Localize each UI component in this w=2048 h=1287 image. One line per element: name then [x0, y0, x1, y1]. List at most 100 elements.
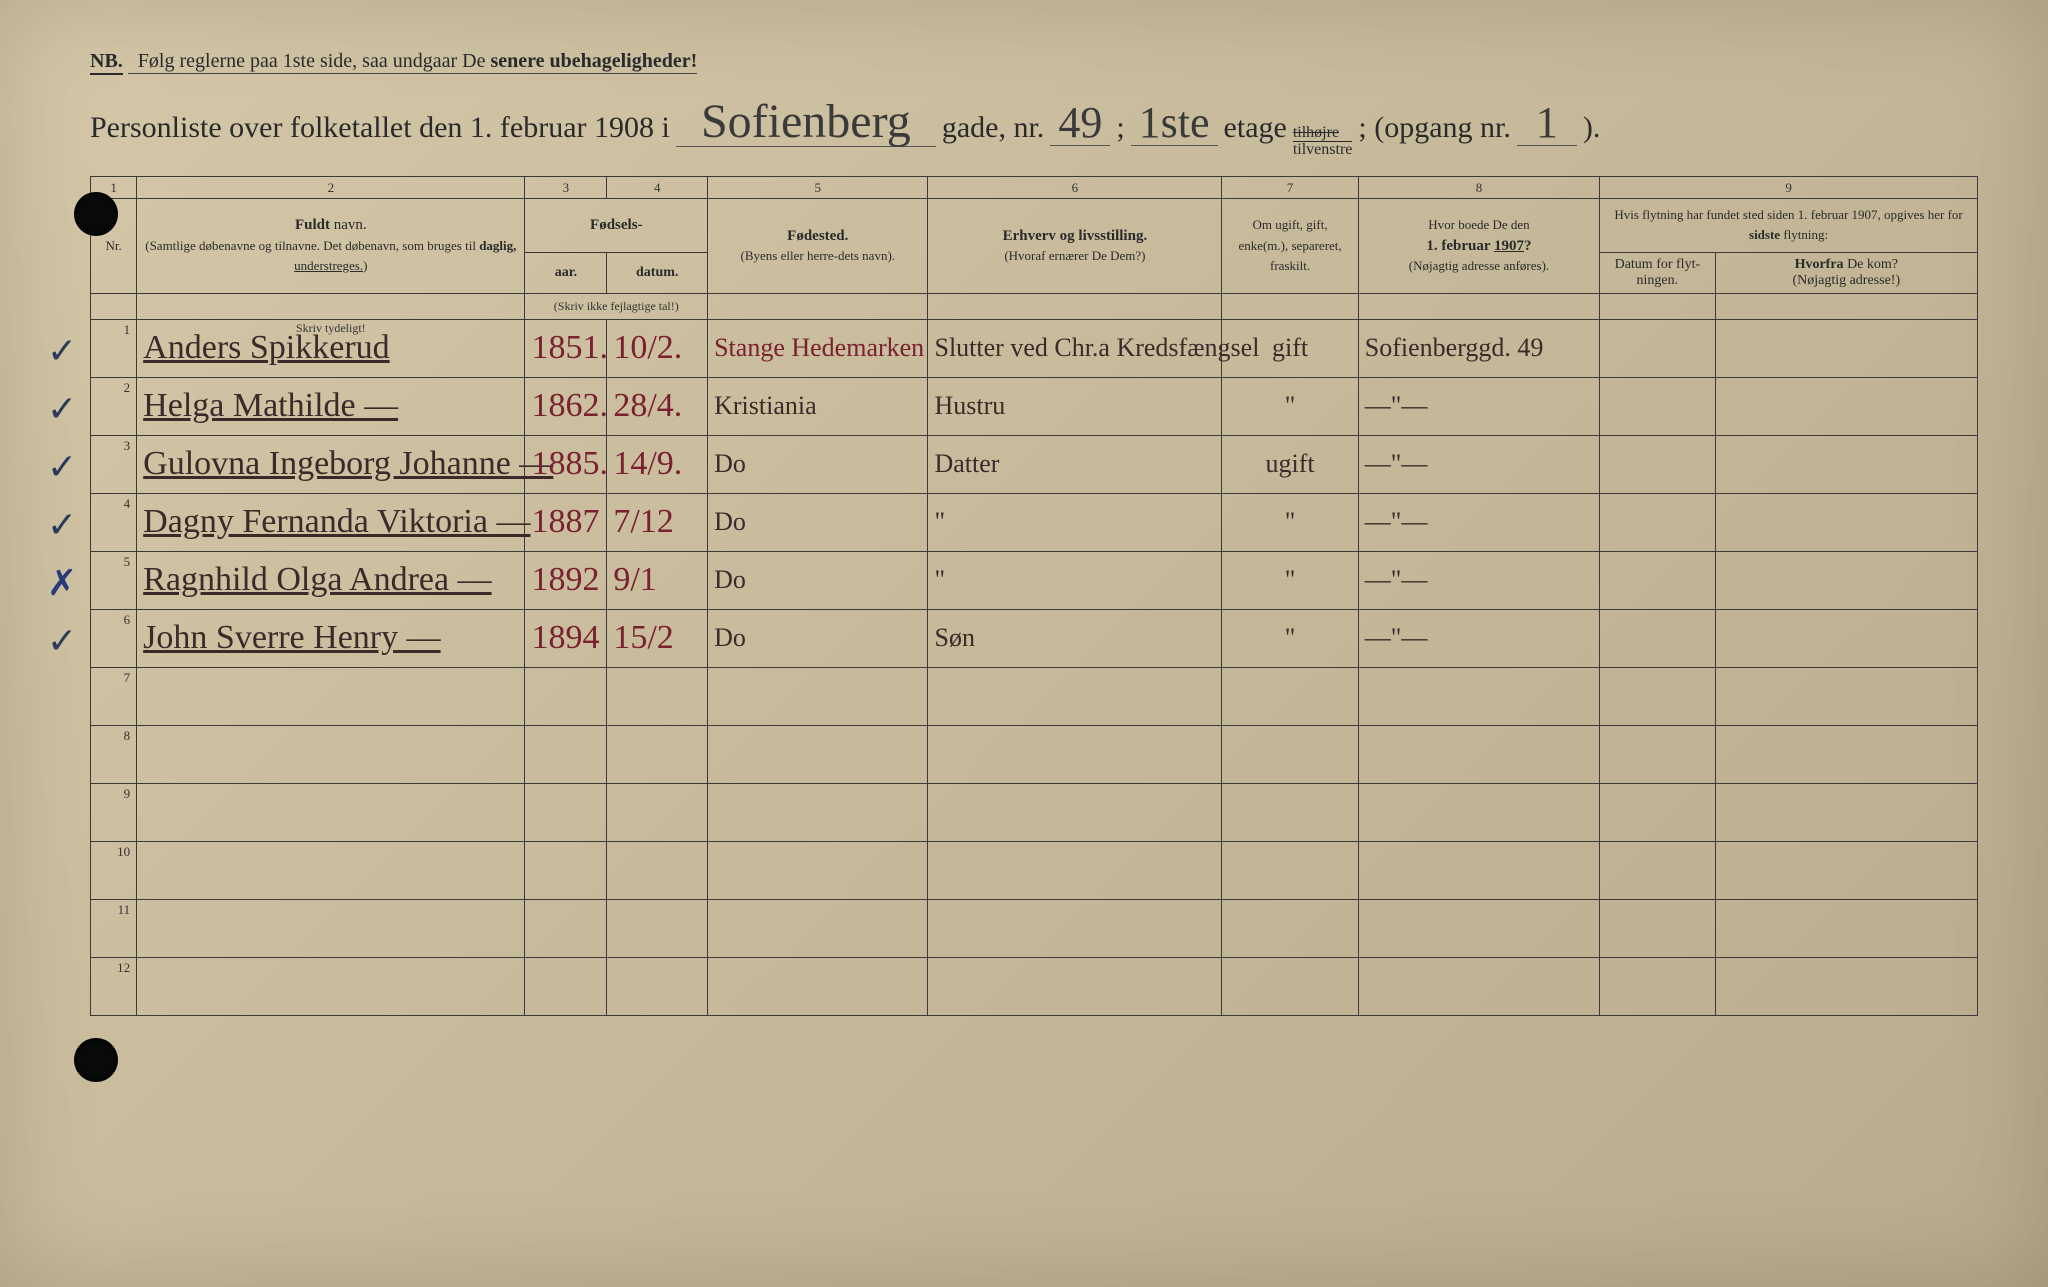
cell-addr1907	[1358, 841, 1599, 899]
cell-civil	[1222, 667, 1358, 725]
row-number: ✓6	[91, 609, 137, 667]
table-row: 9	[91, 783, 1978, 841]
cell-datum	[607, 899, 708, 957]
cell-name: Dagny Fernanda Viktoria —	[137, 493, 525, 551]
cell-civil	[1222, 957, 1358, 1015]
table-row: ✓6 John Sverre Henry — 1894 15/2 Do Søn …	[91, 609, 1978, 667]
cell-fodested: Do	[708, 435, 928, 493]
cell-fodested	[708, 667, 928, 725]
check-mark: ✓	[47, 330, 77, 372]
cell-addr1907: —"—	[1358, 377, 1599, 435]
gade-label: gade, nr.	[942, 111, 1044, 145]
opgang-label: ; (opgang nr.	[1358, 111, 1510, 145]
etage-label: etage	[1224, 111, 1287, 145]
col-datum: datum.	[607, 252, 708, 293]
cell-aar	[525, 783, 607, 841]
row-number: 10	[91, 841, 137, 899]
close-paren: ).	[1583, 111, 1601, 145]
col-fodested: Fødested. (Byens eller herre-dets navn).	[708, 199, 928, 294]
cell-name: Skriv tydeligt!Anders Spikkerud	[137, 319, 525, 377]
nb-text: Følg reglerne paa 1ste side, saa undgaar…	[138, 50, 486, 72]
cell-addr1907: —"—	[1358, 551, 1599, 609]
title-lead: Personliste over folketallet den 1. febr…	[90, 111, 670, 145]
cell-flyt-datum	[1600, 609, 1715, 667]
cell-erhverv: "	[928, 493, 1222, 551]
cell-addr1907	[1358, 667, 1599, 725]
row-number: ✓3	[91, 435, 137, 493]
cell-civil	[1222, 725, 1358, 783]
table-row: ✓2 Helga Mathilde — 1862. 28/4. Kristian…	[91, 377, 1978, 435]
cell-flyt-hvorfra	[1715, 377, 1977, 435]
cell-fodested	[708, 899, 928, 957]
cell-erhverv: Slutter ved Chr.a Kredsfængsel	[928, 319, 1222, 377]
check-mark: ✓	[47, 388, 77, 430]
cell-erhverv	[928, 957, 1222, 1015]
cell-flyt-datum	[1600, 319, 1715, 377]
cell-flyt-hvorfra	[1715, 899, 1977, 957]
cell-addr1907	[1358, 725, 1599, 783]
cell-datum: 9/1	[607, 551, 708, 609]
row-number: ✓1	[91, 319, 137, 377]
table-row: 8	[91, 725, 1978, 783]
cell-fodested: Do	[708, 551, 928, 609]
col-erhverv: Erhverv og livsstilling. (Hvoraf ernærer…	[928, 199, 1222, 294]
cell-aar	[525, 899, 607, 957]
cell-flyt-datum	[1600, 667, 1715, 725]
table-row: ✓4 Dagny Fernanda Viktoria — 1887 7/12 D…	[91, 493, 1978, 551]
cell-fodested: Do	[708, 493, 928, 551]
cell-flyt-hvorfra	[1715, 319, 1977, 377]
cell-civil: "	[1222, 609, 1358, 667]
row-number: 9	[91, 783, 137, 841]
colnum: 9	[1600, 177, 1978, 199]
cell-civil: "	[1222, 551, 1358, 609]
cell-civil	[1222, 783, 1358, 841]
cell-addr1907: —"—	[1358, 493, 1599, 551]
cell-civil: ugift	[1222, 435, 1358, 493]
nb-prefix: NB.	[90, 50, 123, 75]
cell-datum: 7/12	[607, 493, 708, 551]
cell-aar	[525, 841, 607, 899]
instruction-row: (Skriv ikke fejlagtige tal!)	[91, 293, 1978, 319]
opgang-field: 1	[1517, 101, 1577, 146]
cell-addr1907: —"—	[1358, 435, 1599, 493]
col-aar: aar.	[525, 252, 607, 293]
cell-civil: "	[1222, 377, 1358, 435]
row-number: 12	[91, 957, 137, 1015]
cell-name	[137, 725, 525, 783]
cell-erhverv: Datter	[928, 435, 1222, 493]
colnum: 3	[525, 177, 607, 199]
cell-flyt-datum	[1600, 377, 1715, 435]
colnum: 7	[1222, 177, 1358, 199]
cell-erhverv: Søn	[928, 609, 1222, 667]
cell-flyt-hvorfra	[1715, 725, 1977, 783]
col-flyt-datum: Datum for flyt-ningen.	[1600, 252, 1715, 293]
etage-field: 1ste	[1131, 101, 1218, 146]
cell-datum: 28/4.	[607, 377, 708, 435]
sep: ;	[1116, 111, 1124, 145]
col-addr1907: Hvor boede De den 1. februar 1907? (Nøja…	[1358, 199, 1599, 294]
cell-erhverv	[928, 783, 1222, 841]
col-flytning-top: Hvis flytning har fundet sted siden 1. f…	[1600, 199, 1978, 253]
cell-name	[137, 667, 525, 725]
cell-flyt-datum	[1600, 725, 1715, 783]
cell-aar	[525, 725, 607, 783]
cell-erhverv	[928, 725, 1222, 783]
row-number: ✓4	[91, 493, 137, 551]
colnum: 2	[137, 177, 525, 199]
cell-addr1907: Sofienberggd. 49	[1358, 319, 1599, 377]
cell-erhverv: Hustru	[928, 377, 1222, 435]
colnum: 6	[928, 177, 1222, 199]
cell-erhverv	[928, 841, 1222, 899]
fodsels-instr: (Skriv ikke fejlagtige tal!)	[525, 293, 708, 319]
street-name-field: Sofienberg	[676, 98, 936, 147]
cell-addr1907: —"—	[1358, 609, 1599, 667]
cell-name	[137, 783, 525, 841]
cell-aar: 1862.	[525, 377, 607, 435]
cell-aar: 1894	[525, 609, 607, 667]
cell-erhverv	[928, 899, 1222, 957]
cell-aar: 1892	[525, 551, 607, 609]
cell-fodested: Stange Hedemarken	[708, 319, 928, 377]
check-mark: ✗	[47, 562, 77, 604]
cell-flyt-hvorfra	[1715, 493, 1977, 551]
skriv-tydeligt: Skriv tydeligt!	[137, 322, 524, 334]
